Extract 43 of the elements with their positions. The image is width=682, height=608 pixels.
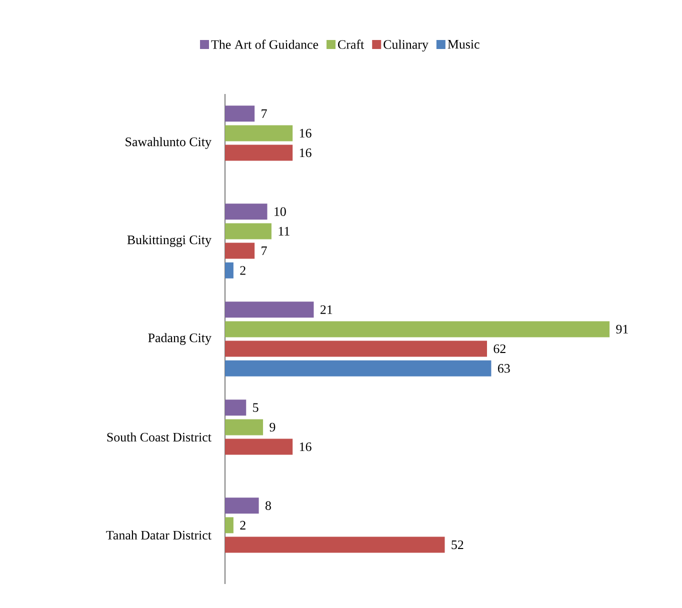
y-tick-label: Tanah Datar District (106, 530, 212, 540)
bar (225, 204, 268, 220)
bar (225, 125, 293, 142)
y-tick-label: Bukittinggi City (127, 235, 212, 247)
bar (225, 536, 445, 553)
bar (225, 438, 293, 455)
data-label: 52 (452, 540, 464, 550)
bar (225, 223, 272, 240)
bar (225, 360, 492, 376)
data-label: 10 (274, 207, 286, 216)
legend-label: Craft (338, 40, 364, 49)
bar (225, 242, 255, 259)
bar (225, 498, 259, 514)
bar (225, 106, 255, 122)
data-label: 11 (278, 226, 290, 236)
data-label: 2 (240, 520, 246, 530)
data-label: 21 (320, 305, 332, 314)
data-label: 16 (300, 442, 312, 452)
data-label: 16 (300, 128, 312, 138)
bar (225, 340, 488, 357)
bar (225, 144, 293, 161)
data-label: 7 (262, 246, 267, 256)
data-label: 63 (498, 364, 510, 373)
legend-label: Music (448, 40, 480, 49)
data-label: 62 (494, 344, 506, 354)
data-label: 5 (253, 403, 258, 412)
bar (225, 419, 264, 436)
y-tick-label: Sawahlunto City (126, 137, 212, 149)
data-label: 16 (300, 148, 312, 158)
bar (225, 400, 246, 416)
y-tick-label: South Coast District (107, 432, 212, 442)
y-tick-label: Padang City (148, 333, 212, 345)
bar (225, 321, 610, 338)
legend-label: The Art of Guidance (211, 40, 318, 49)
data-label: 91 (616, 324, 628, 334)
bar (225, 262, 234, 278)
data-label: 9 (270, 422, 276, 432)
bar (225, 517, 234, 534)
data-label: 8 (266, 501, 271, 510)
data-label: 2 (240, 266, 246, 275)
legend-label: Culinary (384, 40, 428, 52)
data-label: 7 (262, 109, 267, 118)
bar (225, 302, 314, 318)
